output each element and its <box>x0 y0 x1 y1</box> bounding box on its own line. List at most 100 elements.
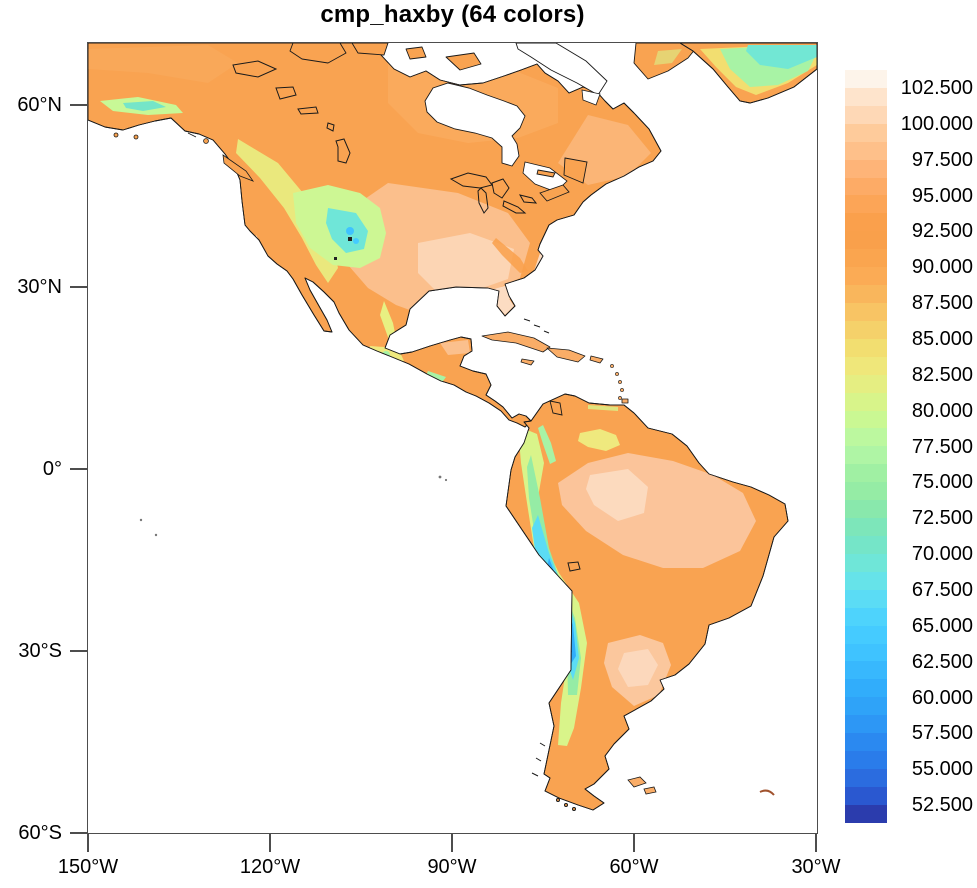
y-axis-tick-label: 0° <box>42 458 62 480</box>
y-axis-tick <box>70 286 88 288</box>
colorbar-cell <box>845 70 887 88</box>
caribbean-islands <box>481 331 629 404</box>
colorbar-cell <box>845 177 887 196</box>
x-axis-tick <box>451 834 453 852</box>
colorbar-cell <box>845 320 887 339</box>
colorbar-tick-label: 57.500 <box>911 722 973 745</box>
colorbar-cell <box>845 643 887 662</box>
colorbar-cell <box>845 428 887 447</box>
colorbar-cell <box>845 302 887 321</box>
colorbar-cell <box>845 87 887 106</box>
colorbar-cell <box>845 535 887 554</box>
colorbar-cell <box>845 392 887 411</box>
colorbar-cell <box>845 553 887 572</box>
colorbar-cell <box>845 571 887 590</box>
greenland-terrain-overlays <box>700 45 817 95</box>
colorbar-cell <box>845 768 887 787</box>
falkland-islands <box>627 776 657 795</box>
colorbar-cell <box>845 105 887 124</box>
y-axis-tick-label: 60°N <box>17 94 62 116</box>
colorbar-tick-label: 62.500 <box>911 650 973 673</box>
colorbar-cell <box>845 482 887 501</box>
colorbar-tick-label: 75.000 <box>911 471 973 494</box>
colorbar-cell <box>845 249 887 268</box>
colorbar-cell <box>845 464 887 483</box>
colorbar-tick-label: 87.500 <box>911 292 973 315</box>
colorbar-tick-label: 77.500 <box>911 435 973 458</box>
colorbar-cells <box>845 70 887 823</box>
colorbar-tick-label: 82.500 <box>911 363 973 386</box>
x-axis-tick-label: 90°W <box>427 856 477 878</box>
y-axis-tick-label: 60°S <box>18 822 62 844</box>
atlantic-canada-islands <box>536 157 588 202</box>
y-axis-tick <box>70 650 88 652</box>
canadian-lakes <box>232 60 351 164</box>
colorbar-cell <box>845 374 887 393</box>
colorbar-cell <box>845 213 887 232</box>
y-axis-tick-label: 30°N <box>17 276 62 298</box>
colorbar-tick-label: 92.500 <box>911 220 973 243</box>
colorbar-cell <box>845 123 887 142</box>
colorbar-cell <box>845 195 887 214</box>
colorbar-tick-label: 67.500 <box>911 578 973 601</box>
hudson-bay <box>424 82 526 167</box>
colorbar-cell <box>845 446 887 465</box>
colorbar-tick-label: 72.500 <box>911 507 973 530</box>
x-axis-tick <box>269 834 271 852</box>
colorbar-cell <box>845 356 887 375</box>
colorbar-cell <box>845 267 887 286</box>
lake-maracaibo <box>549 400 563 416</box>
colorbar-tick-label: 100.000 <box>900 112 973 135</box>
colorbar-cell <box>845 733 887 752</box>
colorbar-cell <box>845 500 887 519</box>
colorbar-cell <box>845 338 887 357</box>
colorbar-tick-label: 102.500 <box>900 76 973 99</box>
colorbar-cell <box>845 751 887 769</box>
colorbar-cell <box>845 804 887 823</box>
chilean-archipelago <box>531 742 576 811</box>
colorbar-tick-label: 97.500 <box>911 148 973 171</box>
lake-titicaca <box>567 561 581 572</box>
y-axis-tick <box>70 468 88 470</box>
colorbar-cell <box>845 715 887 734</box>
colorbar-tick-label: 55.000 <box>911 758 973 781</box>
hudson-strait <box>515 43 608 96</box>
bahamas <box>523 318 550 334</box>
south-georgia-island <box>759 789 775 796</box>
colorbar-cell <box>845 661 887 680</box>
colorbar-cell <box>845 285 887 303</box>
colorbar-cell <box>845 679 887 698</box>
y-axis-tick <box>70 832 88 834</box>
alaska-islets <box>113 132 255 182</box>
colorbar-cell <box>845 159 887 178</box>
colorbar-tick-label: 60.000 <box>911 686 973 709</box>
y-axis-tick <box>70 104 88 106</box>
x-axis-tick <box>633 834 635 852</box>
ungava-bay <box>581 89 601 106</box>
x-axis-tick-label: 120°W <box>239 856 301 878</box>
colorbar-cell <box>845 589 887 608</box>
colorbar-cell <box>845 518 887 536</box>
colorbar-cell <box>845 231 887 250</box>
y-axis-tick-label: 30°S <box>18 640 62 662</box>
colorbar-cell <box>845 786 887 805</box>
x-axis-tick <box>87 834 89 852</box>
colorbar-cell <box>845 141 887 160</box>
us-small-lakes <box>334 237 352 260</box>
lesser-antilles <box>610 364 624 400</box>
appalachians-overlay <box>492 238 528 273</box>
x-axis-tick-label: 30°W <box>791 856 841 878</box>
baffin-tinge <box>654 49 682 65</box>
colorbar-labels: 102.500 100.000 97.500 95.000 92.500 90.000 87… <box>877 70 977 823</box>
colorbar-cell <box>845 625 887 644</box>
colorbar-cell <box>845 607 887 626</box>
colorbar-cell <box>845 410 887 429</box>
colorbar-tick-label: 95.000 <box>911 184 973 207</box>
plot-title: cmp_haxby (64 colors) <box>320 1 585 28</box>
map-canvas <box>88 43 817 833</box>
colorbar-tick-label: 85.000 <box>911 327 973 350</box>
colorbar-cell <box>845 697 887 716</box>
colorbar-tick-label: 90.000 <box>911 256 973 279</box>
colorbar-tick-label: 65.000 <box>911 614 973 637</box>
colorbar-tick-label: 80.000 <box>911 399 973 422</box>
